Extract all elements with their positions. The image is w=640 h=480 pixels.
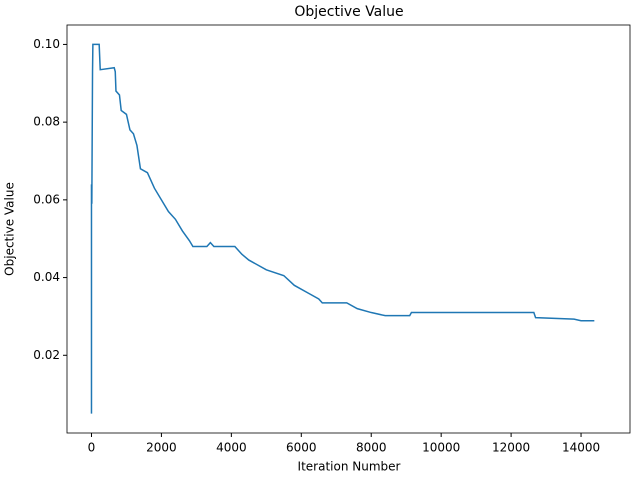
x-tick-label: 4000	[216, 441, 247, 455]
x-tick-label: 2000	[146, 441, 177, 455]
plot-frame	[66, 24, 631, 434]
y-axis-label: Objective Value	[3, 182, 17, 276]
x-tick-label: 14000	[562, 441, 600, 455]
y-tick-label: 0.06	[33, 192, 60, 206]
x-tick-label: 6000	[286, 441, 317, 455]
data-line	[90, 43, 595, 414]
x-tick-label: 0	[88, 441, 96, 455]
chart-title: Objective Value	[294, 4, 403, 20]
x-tick-label: 8000	[356, 441, 387, 455]
x-tick-label: 10000	[422, 441, 460, 455]
x-axis-label: Iteration Number	[298, 460, 401, 474]
x-tick-label: 12000	[492, 441, 530, 455]
y-tick-label: 0.02	[33, 348, 60, 362]
y-tick-label: 0.08	[33, 115, 60, 129]
y-tick-label: 0.10	[33, 37, 60, 51]
y-tick-label: 0.04	[33, 270, 60, 284]
